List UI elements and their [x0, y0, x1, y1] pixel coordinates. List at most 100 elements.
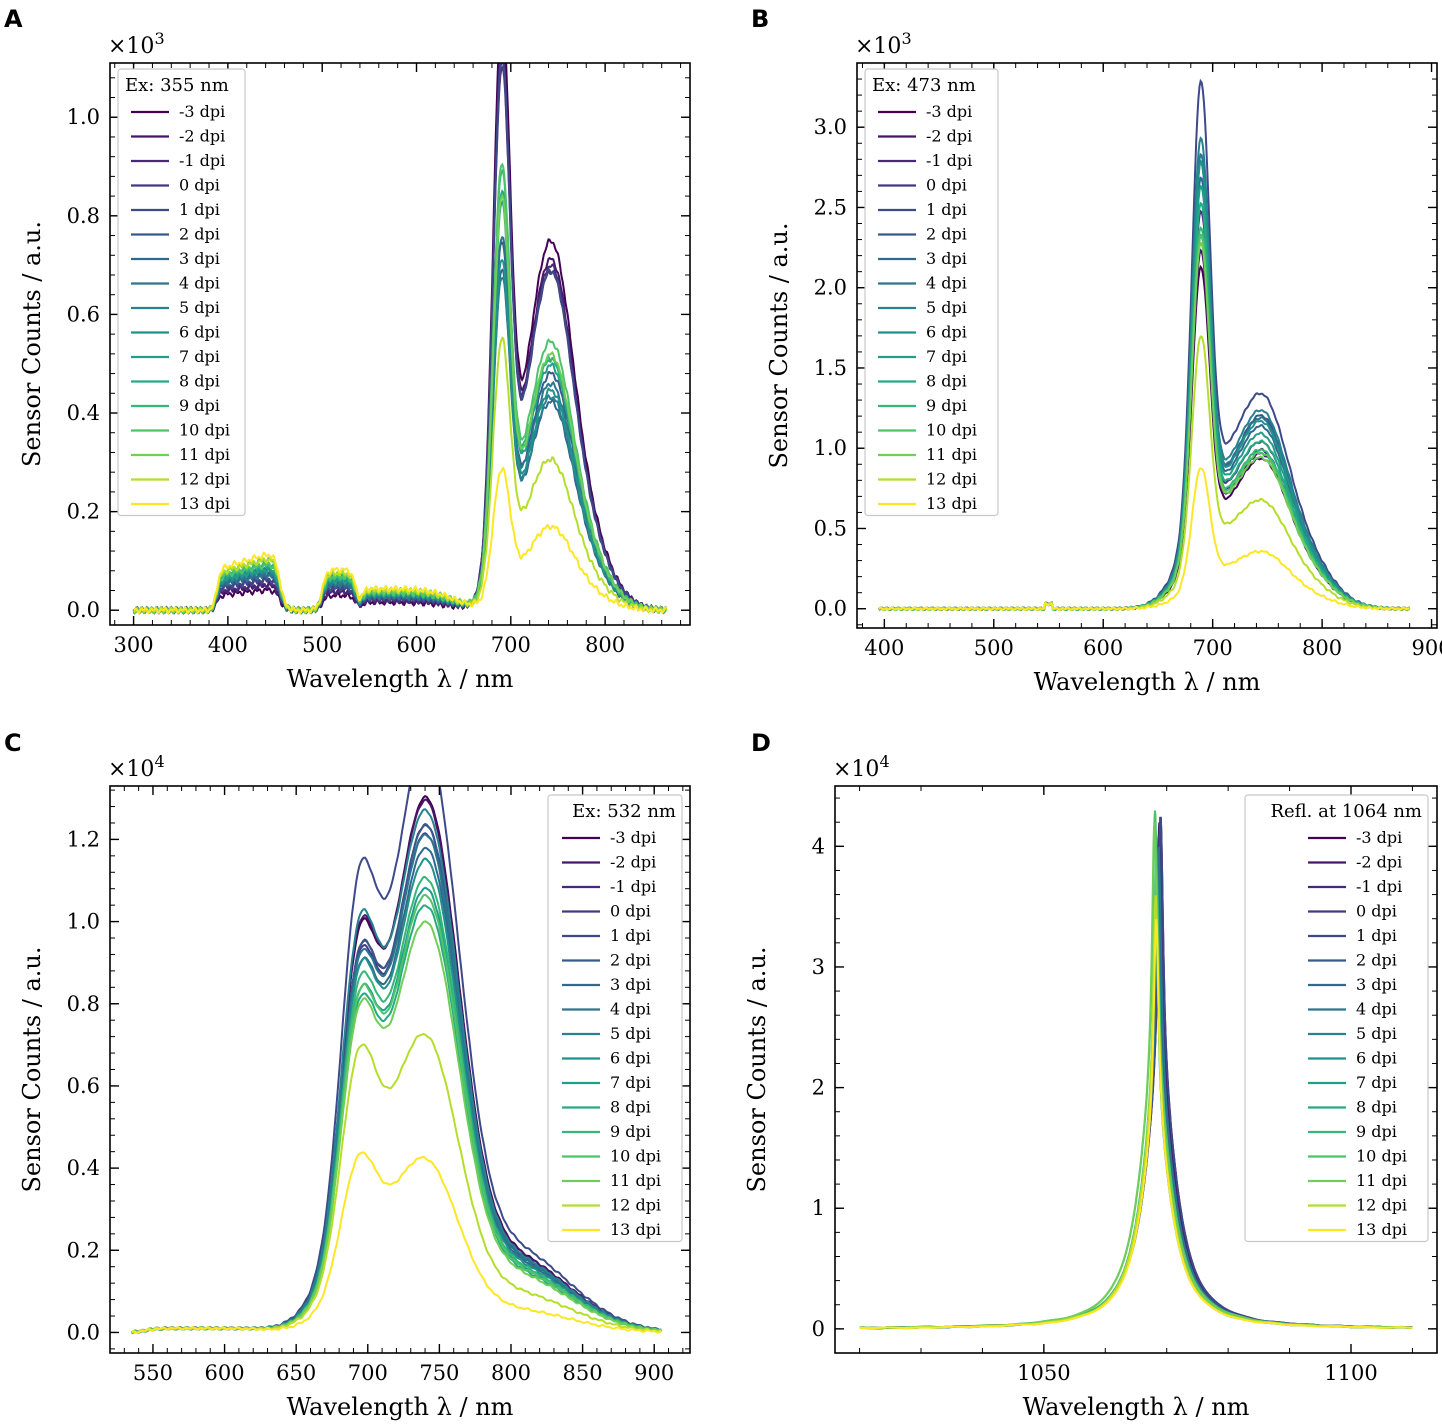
legend-entry: -3 dpi	[610, 828, 656, 847]
legend-entry: 7 dpi	[926, 347, 967, 366]
legend-entry: -3 dpi	[179, 102, 225, 121]
axes-frame	[834, 785, 1438, 1354]
legend-entry: 0 dpi	[179, 176, 220, 195]
series-line-13-dpi	[133, 466, 668, 615]
legend-entry: -1 dpi	[926, 151, 972, 170]
y-tick-label: 1	[812, 1196, 825, 1220]
legend-entry: 13 dpi	[926, 494, 977, 513]
legend-entry: 12 dpi	[179, 470, 230, 489]
y-tick-label: 1.0	[67, 105, 100, 129]
x-tick-label: 800	[491, 1361, 531, 1385]
x-axis-label: Wavelength λ / nm	[287, 665, 514, 693]
legend-entry: 1 dpi	[179, 200, 220, 219]
legend-entry: 11 dpi	[179, 445, 230, 464]
legend-entry: 3 dpi	[179, 249, 220, 268]
legend-entry: 0 dpi	[926, 176, 967, 195]
legend-entry: 2 dpi	[610, 951, 651, 970]
y-tick-label: 2	[812, 1076, 825, 1100]
series-lines	[130, 786, 662, 1335]
x-tick-label: 300	[114, 633, 154, 657]
y-tick-label: 0.8	[67, 204, 100, 228]
y-tick-label: 3	[812, 955, 825, 979]
panel-D: D 1050 1100 0 1 2 3 4 Wavelength λ / nm Sensor Co…	[743, 729, 1438, 1421]
x-axis-label: Wavelength λ / nm	[287, 1393, 514, 1421]
legend-box	[864, 68, 999, 517]
y-tick-label: 0.0	[814, 597, 847, 621]
x-tick-label: 600	[205, 1361, 245, 1385]
x-tick-label: 650	[276, 1361, 316, 1385]
y-tick-label: 0.0	[67, 1320, 100, 1344]
legend-entry: 10 dpi	[926, 421, 977, 440]
legend-entry: 6 dpi	[610, 1049, 651, 1068]
legend-entry: 12 dpi	[610, 1196, 661, 1215]
legend-entry: 8 dpi	[926, 372, 967, 391]
y-tick-label: 0.4	[67, 401, 100, 425]
legend-entry: 12 dpi	[1356, 1196, 1407, 1215]
x-tick-label: 400	[864, 636, 904, 660]
series-lines	[132, 63, 668, 615]
legend-entry: 2 dpi	[1356, 951, 1397, 970]
y-axis-label: Sensor Counts / a.u.	[765, 222, 793, 468]
x-tick-label: 700	[1193, 636, 1233, 660]
y-tick-label: 0.8	[67, 992, 100, 1016]
legend-entry: 3 dpi	[1356, 975, 1397, 994]
legend: Ex: 473 nm -3 dpi -2 dpi -1 dpi 0 dpi 1 dpi 2 …	[864, 68, 999, 517]
legend-title: Ex: 532 nm	[572, 801, 676, 822]
legend-entry: 3 dpi	[926, 249, 967, 268]
y-tick-label: 1.0	[814, 436, 847, 460]
legend: Ex: 532 nm -3 dpi -2 dpi -1 dpi 0 dpi 1 dpi 2 …	[547, 794, 683, 1243]
x-axis-label: Wavelength λ / nm	[1034, 668, 1261, 696]
x-tick-label: 700	[491, 633, 531, 657]
y-tick-label: 0.4	[67, 1156, 100, 1180]
legend-entry: 10 dpi	[179, 421, 230, 440]
legend-entry: 9 dpi	[179, 396, 220, 415]
legend-entry: 12 dpi	[926, 470, 977, 489]
y-tick-label: 0.6	[67, 302, 100, 326]
x-tick-label: 500	[302, 633, 342, 657]
y-tick-label: 0.6	[67, 1074, 100, 1098]
series-line-13-dpi	[878, 467, 1410, 612]
legend: Ex: 355 nm -3 dpi -2 dpi -1 dpi 0 dpi 1 dpi 2 …	[117, 68, 246, 517]
panel-B: B 400 500 600 700 800 900 0.0 0.5 1.0 1.5 2.0 2.5 3.0…	[751, 5, 1442, 696]
axis-multiplier: ×104	[108, 752, 165, 782]
series-line-13-dpi	[859, 918, 1413, 1330]
legend-entry: 2 dpi	[179, 225, 220, 244]
legend-entry: -2 dpi	[179, 127, 225, 146]
legend-entry: 11 dpi	[1356, 1171, 1407, 1190]
x-tick-label: 550	[133, 1361, 173, 1385]
legend-title: Ex: 355 nm	[125, 75, 229, 96]
legend-entry: -3 dpi	[926, 102, 972, 121]
axis-multiplier: ×103	[855, 29, 912, 59]
y-tick-label: 0.2	[67, 500, 100, 524]
legend-entry: 13 dpi	[179, 494, 230, 513]
legend-entry: 7 dpi	[610, 1073, 651, 1092]
legend-entry: 8 dpi	[610, 1098, 651, 1117]
axes-frame	[109, 62, 691, 626]
x-tick-label: 800	[1302, 636, 1342, 660]
y-tick-label: 0.2	[67, 1238, 100, 1262]
legend-box	[1244, 794, 1429, 1243]
legend-entry: 6 dpi	[926, 323, 967, 342]
legend-box	[117, 68, 246, 517]
y-axis-label: Sensor Counts / a.u.	[743, 946, 771, 1192]
legend-entry: -2 dpi	[610, 853, 656, 872]
axis-multiplier-exponent: 3	[154, 29, 164, 48]
legend-entry: 13 dpi	[610, 1220, 661, 1239]
axis-multiplier-exponent: 4	[154, 752, 164, 771]
legend-entry: 7 dpi	[179, 347, 220, 366]
legend-entry: 1 dpi	[1356, 926, 1397, 945]
legend-entry: -1 dpi	[1356, 877, 1402, 896]
panel-C: C 550 600 650 700 750 800 850 900 0.0 0.2 0.4 0.6 0.8…	[4, 729, 691, 1421]
legend-entry: -3 dpi	[1356, 828, 1402, 847]
legend-entry: 4 dpi	[610, 1000, 651, 1019]
legend-entry: 11 dpi	[926, 445, 977, 464]
series-line-13-dpi	[131, 1151, 662, 1334]
panel-A: A 300 400 500 600 700 800 0.0 0.2 0.4 0.6 0.8 1.0 Wav…	[4, 5, 691, 693]
legend-entry: 5 dpi	[926, 298, 967, 317]
legend-entry: 9 dpi	[926, 396, 967, 415]
x-tick-label: 1050	[1017, 1361, 1070, 1385]
legend-entry: 8 dpi	[1356, 1098, 1397, 1117]
series-lines	[878, 78, 1411, 612]
axis-multiplier-exponent: 3	[901, 29, 911, 48]
